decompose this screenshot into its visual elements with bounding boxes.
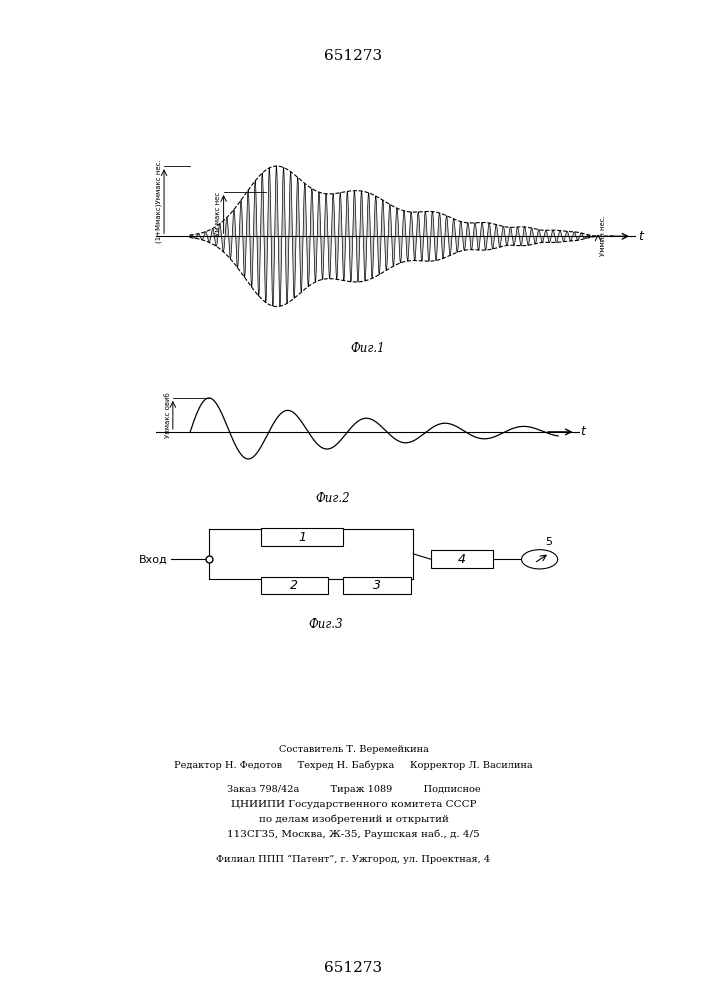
Circle shape — [522, 550, 558, 569]
Text: Упмакс овиб: Упмакс овиб — [165, 392, 170, 438]
Text: 651273: 651273 — [325, 49, 382, 63]
Bar — [261, 528, 344, 546]
Text: Заказ 798/42а          Тираж 1089          Подписное: Заказ 798/42а Тираж 1089 Подписное — [227, 785, 480, 794]
Text: 2: 2 — [291, 579, 298, 592]
Text: Фиг.3: Фиг.3 — [308, 618, 342, 631]
Bar — [261, 576, 328, 594]
Text: t: t — [580, 425, 585, 438]
Text: 651273: 651273 — [325, 961, 382, 975]
Text: Составитель Т. Веремейкина: Составитель Т. Веремейкина — [279, 745, 428, 754]
Text: Вход: Вход — [139, 554, 168, 564]
Text: ЦНИИПИ Государственного комитета СССР: ЦНИИПИ Государственного комитета СССР — [230, 800, 477, 809]
Text: Фиг.2: Фиг.2 — [315, 492, 349, 505]
Text: Ум макс нес: Ум макс нес — [216, 192, 221, 236]
Bar — [431, 550, 493, 568]
Text: Фиг.1: Фиг.1 — [351, 342, 385, 355]
Text: t: t — [638, 230, 643, 243]
Text: Филиал ППП “Патент”, г. Ужгород, ул. Проектная, 4: Филиал ППП “Патент”, г. Ужгород, ул. Про… — [216, 855, 491, 864]
Text: 1: 1 — [298, 531, 306, 544]
Text: 113СГ35, Москва, Ж-35, Раушская наб., д. 4/5: 113СГ35, Москва, Ж-35, Раушская наб., д.… — [227, 830, 480, 839]
Text: 3: 3 — [373, 579, 381, 592]
Text: по делам изобретений и открытий: по делам изобретений и открытий — [259, 814, 448, 824]
Text: Редактор Н. Федотов     Техред Н. Бабурка     Корректор Л. Василина: Редактор Н. Федотов Техред Н. Бабурка Ко… — [174, 760, 533, 770]
Text: (1+Ммакс)Уммакс нес.: (1+Ммакс)Уммакс нес. — [156, 159, 162, 243]
Text: Уммин нес.: Уммин нес. — [600, 215, 606, 256]
Bar — [344, 576, 411, 594]
Text: 4: 4 — [458, 553, 466, 566]
Text: 5: 5 — [545, 537, 551, 547]
